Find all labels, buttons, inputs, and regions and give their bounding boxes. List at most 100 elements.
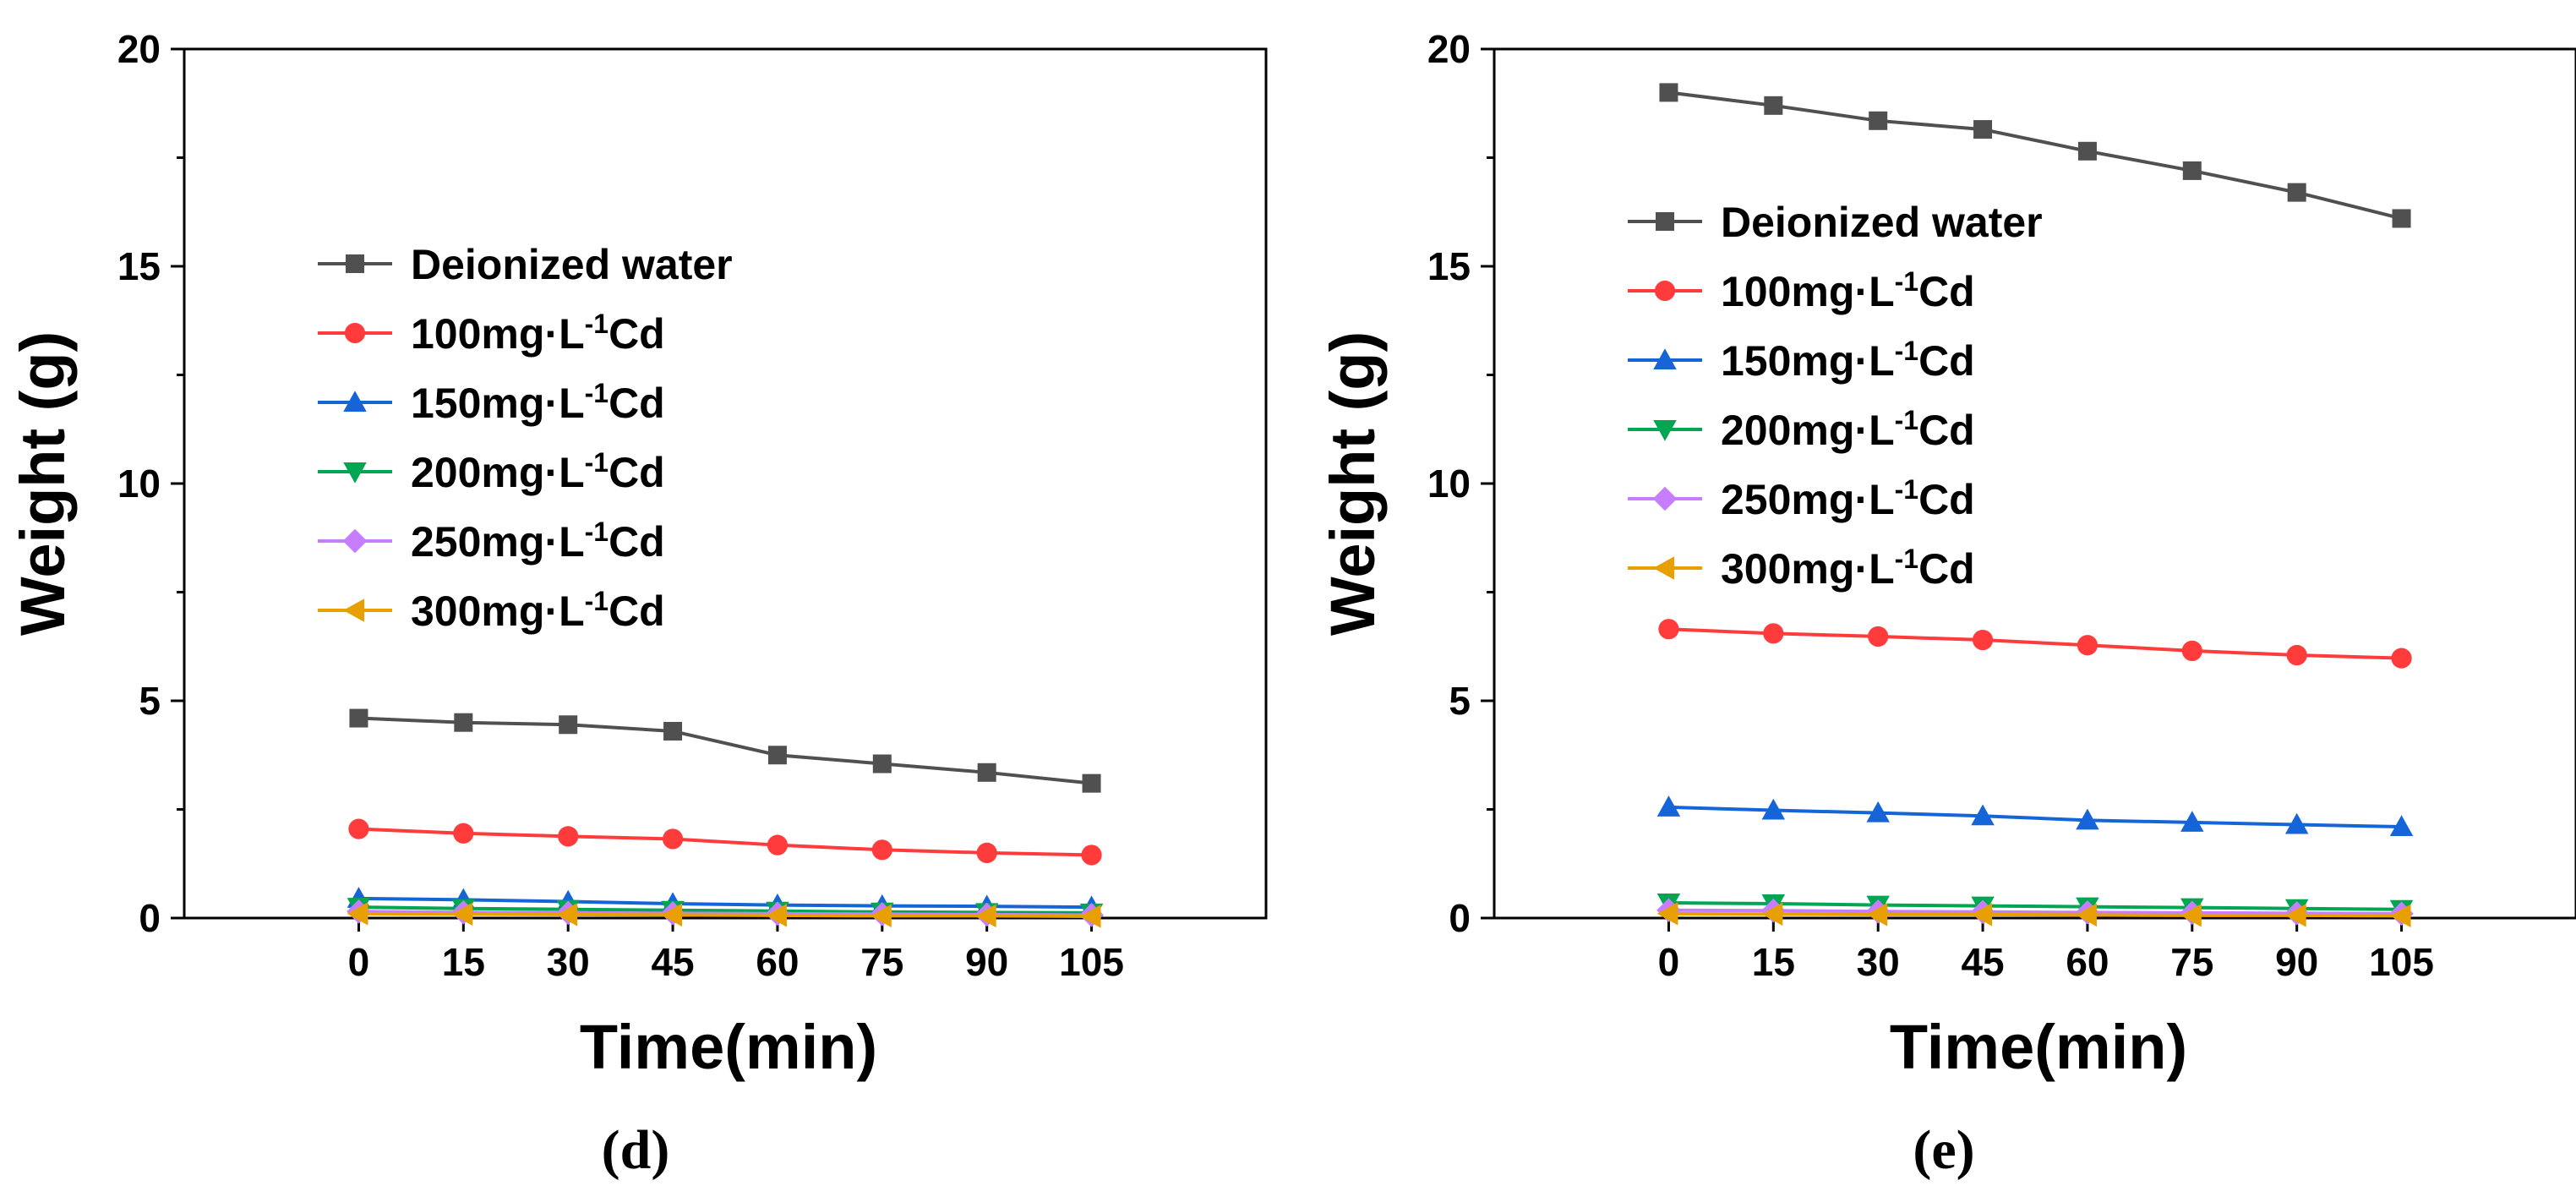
- legend-item: 250mg·L-1Cd: [1628, 474, 1975, 523]
- legend-label: 100mg·L-1Cd: [1721, 266, 1975, 315]
- legend-item: 150mg·L-1Cd: [1628, 336, 1975, 385]
- data-point: [1659, 83, 1678, 102]
- legend-label: 200mg·L-1Cd: [411, 447, 665, 496]
- legend-label: 150mg·L-1Cd: [411, 378, 665, 427]
- chart-panel-e: 0 15 30 45 60 75 90 105 0 5 10 15 20 Time(min) Weight …: [1318, 27, 2576, 1181]
- series-line: [1668, 908, 2402, 916]
- data-point: [1973, 120, 1993, 139]
- y-tick-label: 0: [139, 896, 161, 940]
- data-point: [559, 715, 578, 735]
- series-line: [1668, 627, 2402, 660]
- data-point: [1869, 111, 1888, 130]
- data-point: [347, 902, 368, 926]
- legend-label: 200mg·L-1Cd: [1721, 405, 1975, 454]
- data-point: [2077, 141, 2097, 161]
- y-tick-label: 15: [117, 244, 161, 288]
- data-point: [2181, 640, 2202, 661]
- data-point: [2286, 644, 2307, 666]
- legend-label-main: 250mg·L: [411, 518, 585, 566]
- legend-label-suffix: Cd: [1918, 268, 1975, 315]
- legend-label-superscript: -1: [1895, 544, 1918, 574]
- series-line: [358, 896, 1092, 910]
- data-point: [2180, 904, 2202, 927]
- data-point: [1081, 844, 1102, 866]
- panel-label: (e): [1913, 1119, 1974, 1181]
- data-point: [1972, 629, 1994, 651]
- legend-label: Deionized water: [411, 241, 733, 288]
- y-tick-label: 10: [117, 462, 161, 506]
- legend-label-suffix: Cd: [609, 588, 665, 635]
- legend-marker: [1654, 280, 1676, 302]
- x-tick-label: 90: [2275, 940, 2318, 984]
- legend-label: 250mg·L-1Cd: [1721, 474, 1975, 523]
- x-tick-label: 90: [965, 940, 1008, 984]
- legend-label: 300mg·L-1Cd: [1721, 544, 1975, 593]
- data-point: [1866, 903, 1888, 926]
- data-point: [451, 902, 473, 926]
- data-point: [348, 818, 369, 839]
- data-point: [872, 754, 892, 773]
- x-tick-label: 45: [1961, 940, 2004, 984]
- y-axis-title: Weight (g): [1318, 331, 1388, 636]
- legend-item: 200mg·L-1Cd: [318, 447, 665, 496]
- series-line: [1668, 805, 2402, 829]
- legend-label-superscript: -1: [585, 309, 609, 339]
- legend-label-main: 300mg·L: [411, 588, 585, 635]
- data-point: [974, 904, 996, 928]
- x-tick-label: 30: [1857, 940, 1900, 984]
- x-tick-label: 60: [2066, 940, 2109, 984]
- chart-panel-d: 0 15 30 45 60 75 90 105 0 5 10 15 20 Time(min) Weight …: [8, 27, 1268, 1181]
- legend-label-superscript: -1: [1895, 405, 1918, 435]
- data-point: [976, 842, 997, 864]
- series-0: [1659, 83, 2411, 228]
- legend-label-main: 150mg·L: [1721, 337, 1895, 385]
- data-point: [2076, 903, 2097, 927]
- legend-label-main: 200mg·L: [411, 449, 585, 496]
- series-line: [358, 827, 1092, 857]
- data-point: [661, 903, 683, 927]
- data-point: [1971, 903, 1993, 926]
- data-point: [2284, 904, 2306, 927]
- legend-label-main: 250mg·L: [1721, 476, 1895, 523]
- data-point: [662, 828, 684, 850]
- series-line: [358, 716, 1092, 785]
- legend-label-main: Deionized water: [1721, 199, 2043, 246]
- legend-label-superscript: -1: [585, 517, 609, 547]
- data-point: [1866, 801, 1890, 823]
- legend-label-main: 100mg·L: [411, 310, 585, 358]
- series-5: [347, 902, 1101, 928]
- x-tick-label: 30: [547, 940, 590, 984]
- data-point: [767, 834, 789, 855]
- series-line: [1668, 911, 2402, 918]
- legend-label-suffix: Cd: [1918, 545, 1975, 593]
- legend-label-superscript: -1: [1895, 266, 1918, 297]
- data-point: [2077, 635, 2098, 656]
- data-point: [2391, 648, 2412, 669]
- y-tick-label: 15: [1427, 244, 1471, 288]
- legend-label: Deionized water: [1721, 199, 2043, 246]
- legend-label: 300mg·L-1Cd: [411, 586, 665, 635]
- y-tick-label: 5: [139, 679, 161, 723]
- y-tick-label: 10: [1427, 462, 1471, 506]
- series-2: [1656, 795, 2414, 837]
- data-point: [1971, 804, 1995, 826]
- legend-marker: [1652, 486, 1678, 511]
- legend-label-main: 300mg·L: [1721, 545, 1895, 593]
- legend-label-suffix: Cd: [609, 380, 665, 427]
- x-tick-label: 15: [1752, 940, 1795, 984]
- legend-label-suffix: Cd: [1918, 476, 1975, 523]
- legend-marker: [1653, 420, 1677, 441]
- legend-label-suffix: Cd: [1918, 407, 1975, 454]
- y-tick-label: 5: [1449, 679, 1471, 723]
- legend-label-suffix: Cd: [609, 449, 665, 496]
- data-point: [2287, 183, 2306, 202]
- legend-marker: [1656, 212, 1674, 231]
- data-point: [2389, 904, 2411, 928]
- x-axis-title: Time(min): [1890, 1012, 2187, 1082]
- series-0: [349, 708, 1101, 793]
- data-point: [766, 904, 787, 927]
- data-point: [454, 713, 473, 732]
- data-point: [349, 708, 368, 728]
- legend-label-main: 150mg·L: [411, 380, 585, 427]
